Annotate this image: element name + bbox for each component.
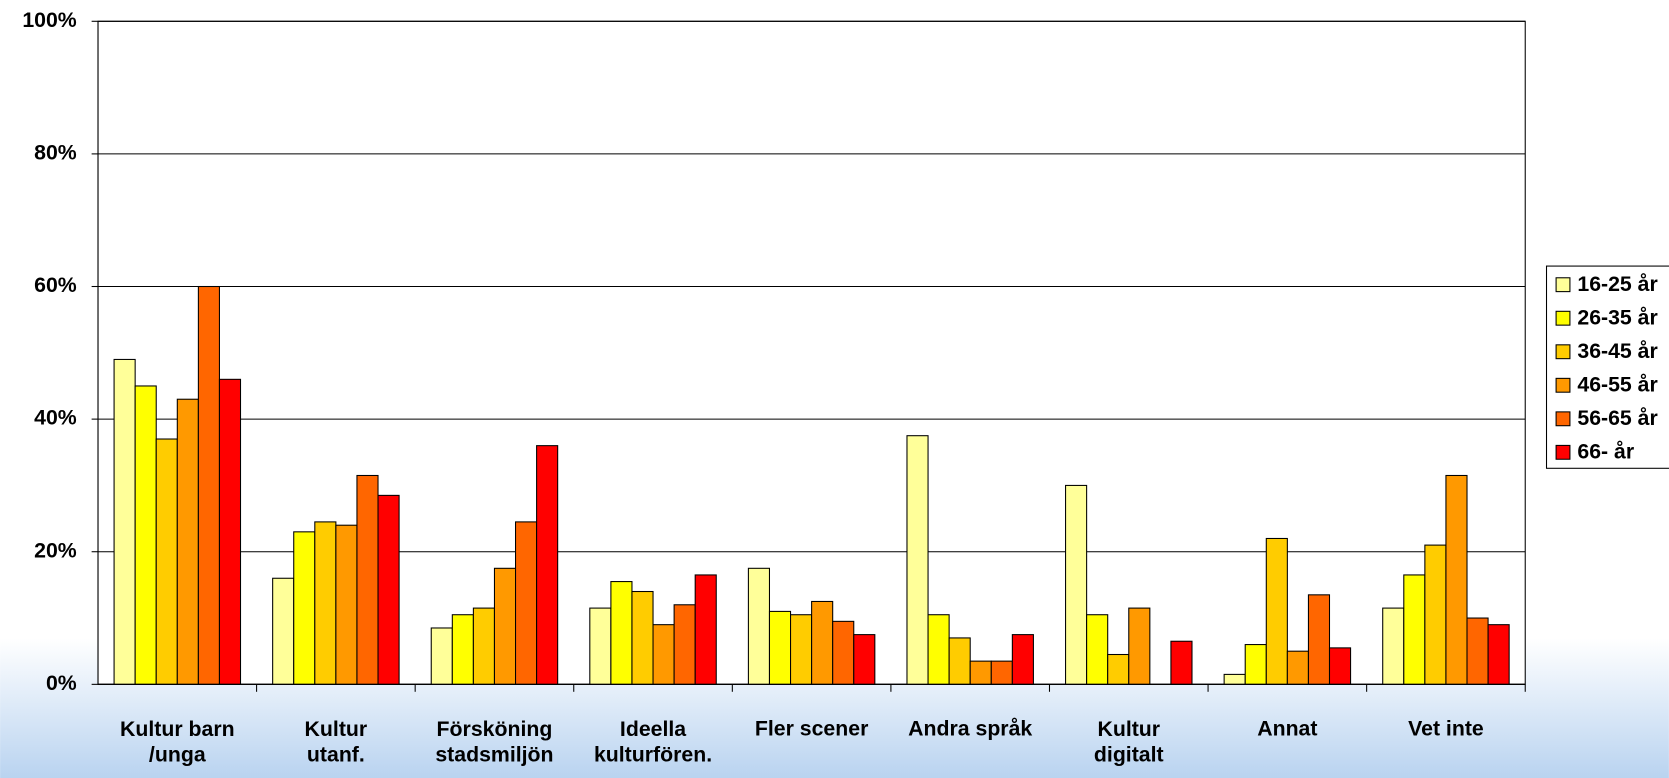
- y-tick-label: 60%: [34, 273, 77, 297]
- bar: [948, 637, 971, 685]
- bar: [673, 604, 696, 685]
- legend-label: 56-65 år: [1577, 406, 1657, 430]
- bar: [1328, 647, 1352, 685]
- bar: [1107, 653, 1130, 685]
- x-tick-label: Kultur barn/unga: [120, 717, 235, 767]
- y-tick-label: 0%: [46, 671, 77, 695]
- y-tick-label: 40%: [34, 406, 77, 430]
- legend-swatch: [1555, 277, 1571, 293]
- bar: [335, 524, 358, 685]
- bar: [218, 378, 242, 685]
- bar: [1244, 644, 1267, 685]
- x-tick-label: Försköning stadsmiljön: [435, 717, 553, 767]
- bar: [811, 600, 834, 685]
- x-tick-label: Vet inte: [1408, 717, 1484, 741]
- y-tick-label: 100%: [22, 8, 76, 32]
- legend-label: 16-25 år: [1577, 272, 1657, 296]
- bar: [472, 607, 495, 685]
- y-tick-label: 80%: [34, 141, 77, 165]
- x-tick-label: Fler scener: [755, 717, 868, 741]
- bar: [1170, 640, 1193, 685]
- bar: [747, 567, 771, 685]
- x-tick-label: Kultur utanf.: [305, 717, 368, 767]
- bar: [293, 531, 316, 685]
- x-tick-label: Kultur digitalt: [1094, 717, 1164, 767]
- legend-swatch: [1555, 411, 1571, 427]
- bar: [790, 614, 813, 685]
- bar: [356, 474, 379, 685]
- bar: [610, 581, 633, 685]
- bar: [853, 634, 876, 685]
- bar: [1011, 634, 1034, 685]
- bar: [155, 438, 178, 685]
- bar: [493, 567, 517, 685]
- bar: [272, 577, 295, 685]
- bar: [113, 358, 136, 685]
- bar: [969, 660, 992, 685]
- bar: [1265, 537, 1288, 685]
- legend-label: 36-45 år: [1577, 339, 1657, 363]
- bar: [514, 521, 538, 685]
- bar: [1307, 594, 1331, 685]
- bar: [906, 435, 929, 685]
- bar: [134, 385, 157, 685]
- legend-swatch: [1555, 310, 1571, 326]
- bar: [1445, 474, 1468, 685]
- x-tick-label: Andra språk: [908, 717, 1032, 741]
- bar: [1487, 624, 1510, 685]
- legend-swatch: [1555, 377, 1571, 393]
- bar: [990, 660, 1013, 685]
- bar: [832, 620, 855, 685]
- bar: [430, 627, 453, 685]
- bar: [451, 614, 474, 685]
- bar: [652, 624, 675, 685]
- bar: [694, 574, 717, 685]
- y-tick-label: 20%: [34, 538, 77, 562]
- bar: [1424, 544, 1447, 685]
- legend-label: 46-55 år: [1577, 372, 1657, 396]
- x-tick-label: Ideella kulturfören.: [594, 717, 712, 767]
- legend-label: 66- år: [1577, 439, 1634, 463]
- bar: [1128, 607, 1151, 685]
- bar: [377, 494, 400, 685]
- bar: [768, 610, 792, 685]
- bar: [589, 607, 612, 685]
- bar: [1086, 614, 1109, 685]
- bar: [314, 521, 337, 685]
- legend-label: 26-35 år: [1577, 305, 1657, 329]
- bar: [1403, 574, 1426, 685]
- bar: [197, 285, 220, 685]
- bar: [927, 614, 950, 685]
- legend-swatch: [1555, 444, 1571, 460]
- bar: [1286, 650, 1309, 685]
- bar: [1223, 673, 1246, 685]
- bar: [536, 445, 559, 685]
- bar: [1466, 617, 1489, 685]
- bar: [1382, 607, 1405, 685]
- bar: [176, 398, 199, 685]
- bar: [631, 590, 654, 685]
- bar: [1065, 484, 1088, 685]
- x-tick-label: Annat: [1257, 717, 1317, 741]
- legend-box: [1545, 265, 1669, 469]
- legend-swatch: [1555, 344, 1571, 360]
